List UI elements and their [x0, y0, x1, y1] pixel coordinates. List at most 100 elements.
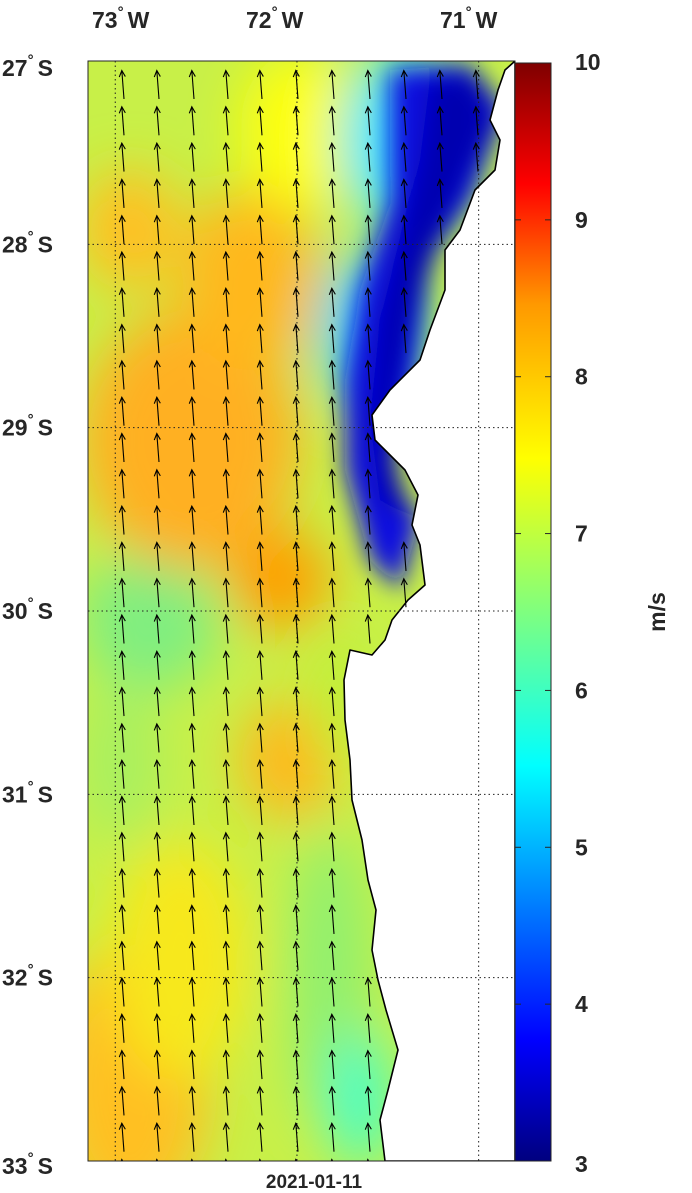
wind-arrow	[188, 504, 196, 535]
wind-arrow	[400, 105, 408, 136]
wind-arrow	[118, 468, 126, 499]
wind-arrow	[400, 287, 408, 317]
wind-arrow	[153, 577, 161, 608]
wind-arrow	[188, 577, 196, 608]
wind-arrow	[364, 69, 372, 100]
wind-arrow	[292, 577, 300, 608]
wind-arrow	[222, 178, 230, 208]
wind-arrow	[222, 468, 230, 499]
wind-arrow	[222, 577, 230, 608]
wind-arrow	[118, 867, 126, 898]
wind-arrow	[118, 1121, 126, 1152]
wind-arrow	[292, 287, 300, 317]
wind-arrow	[118, 141, 126, 172]
wind-arrow	[400, 577, 408, 608]
wind-arrow	[328, 758, 336, 789]
wind-arrow	[364, 1013, 372, 1043]
degree-symbol: °	[28, 595, 34, 612]
wind-arrow	[364, 323, 372, 354]
wind-arrow	[364, 541, 372, 571]
lat-tick-label: 31° S	[2, 778, 53, 807]
wind-arrow	[222, 287, 230, 317]
wind-arrow	[120, 1158, 124, 1161]
wind-arrow	[256, 613, 264, 644]
wind-arrow	[118, 178, 126, 208]
lat-tick-label: 30° S	[2, 595, 53, 624]
wind-arrow	[188, 69, 196, 100]
wind-arrow	[364, 250, 372, 281]
wind-arrow	[328, 432, 336, 463]
wind-arrow	[328, 1121, 336, 1152]
wind-arrow	[256, 504, 264, 535]
colorbar-tick-label: 9	[575, 207, 588, 233]
wind-arrow	[188, 1013, 196, 1043]
degree-symbol: °	[272, 4, 278, 21]
wind-arrow	[153, 650, 161, 680]
wind-arrow	[328, 1013, 336, 1043]
wind-arrow	[222, 432, 230, 463]
wind-arrow	[292, 1085, 300, 1116]
wind-arrow	[294, 1158, 298, 1161]
colorbar-tick-label: 10	[575, 49, 601, 75]
wind-arrow	[292, 214, 300, 245]
wind-vectors	[118, 69, 480, 1161]
wind-arrow	[222, 613, 230, 644]
wind-arrow	[292, 650, 300, 680]
longitude-tick-labels: 73° W 72° W 71° W	[92, 4, 498, 33]
wind-arrow	[328, 359, 336, 390]
degree-symbol: °	[28, 778, 34, 795]
wind-arrow	[364, 976, 372, 1007]
wind-arrow	[222, 795, 230, 826]
wind-arrow	[118, 722, 126, 753]
wind-arrow	[328, 178, 336, 208]
wind-arrow	[256, 831, 264, 862]
wind-arrow	[188, 395, 196, 426]
wind-arrow	[222, 395, 230, 426]
wind-arrow	[188, 976, 196, 1007]
wind-arrow	[400, 178, 408, 208]
wind-arrow	[188, 795, 196, 826]
wind-arrow	[292, 432, 300, 463]
wind-arrow	[118, 541, 126, 571]
wind-arrow	[256, 432, 264, 463]
wind-arrow	[328, 141, 336, 172]
wind-arrow	[292, 722, 300, 753]
wind-arrow	[364, 1085, 372, 1116]
wind-arrow	[222, 69, 230, 100]
wind-arrow	[188, 758, 196, 789]
wind-arrow	[328, 650, 336, 680]
wind-arrow	[118, 613, 126, 644]
wind-arrow	[328, 250, 336, 281]
wind-arrow	[118, 940, 126, 971]
wind-arrow	[256, 867, 264, 898]
wind-arrow	[118, 976, 126, 1007]
wind-arrow	[400, 69, 408, 100]
wind-arrow	[364, 141, 372, 172]
wind-arrow	[118, 758, 126, 789]
wind-arrow	[222, 904, 230, 934]
wind-arrow	[256, 214, 264, 245]
wind-arrow	[153, 395, 161, 426]
wind-arrow	[256, 323, 264, 354]
wind-arrow	[222, 1049, 230, 1080]
degree-symbol: °	[466, 4, 472, 21]
wind-arrow	[292, 541, 300, 571]
lat-tick-label: 32° S	[2, 962, 53, 991]
wind-arrow	[256, 976, 264, 1007]
wind-arrow	[472, 69, 480, 100]
wind-arrow	[364, 432, 372, 463]
wind-arrow	[292, 1013, 300, 1043]
land-coast	[343, 61, 515, 1161]
wind-arrow	[256, 359, 264, 390]
colorbar-ticks: 3 4 5 6 7 8 9 10	[515, 49, 601, 1177]
degree-symbol: °	[28, 412, 34, 429]
wind-arrow	[118, 686, 126, 717]
colorbar-tick-label: 7	[575, 521, 588, 547]
wind-arrow	[330, 1158, 334, 1161]
wind-arrow	[256, 468, 264, 499]
wind-arrow	[153, 722, 161, 753]
wind-arrow	[328, 722, 336, 753]
wind-arrow	[153, 432, 161, 463]
wind-arrow	[328, 395, 336, 426]
